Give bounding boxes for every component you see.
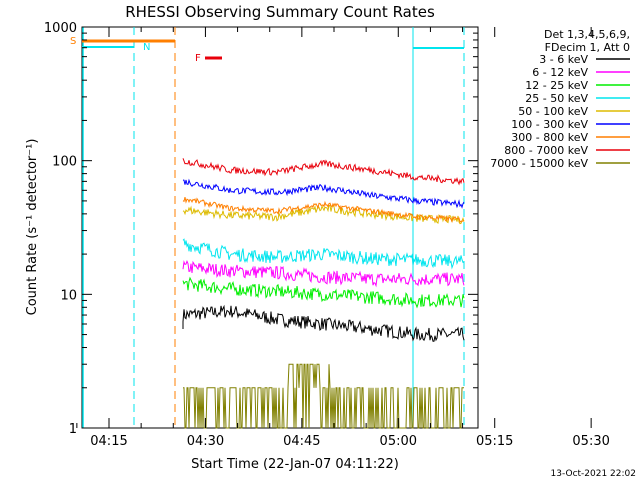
- legend-header: Det 1,3,4,5,6,9,: [544, 28, 630, 41]
- x-tick-label: 05:30: [572, 434, 609, 449]
- series-line: [182, 276, 465, 309]
- series-line: [183, 363, 464, 429]
- legend-entry-label: 300 - 800 keV: [511, 131, 588, 144]
- flag-label: N: [143, 42, 150, 53]
- x-tick-label: 04:15: [90, 434, 127, 449]
- legend-header: FDecim 1, Att 0: [545, 41, 630, 54]
- series-line: [182, 196, 465, 223]
- legend-entry-label: 6 - 12 keV: [532, 66, 588, 79]
- y-tick-label: 10: [60, 288, 77, 303]
- y-tick-label: 1: [69, 422, 77, 437]
- x-tick-label: 05:00: [380, 434, 417, 449]
- flag-label: F: [195, 53, 201, 64]
- y-tick-label: 1000: [44, 21, 77, 36]
- timestamp: 13-Oct-2021 22:02: [551, 469, 636, 479]
- series-line: [182, 158, 465, 186]
- legend-entry-label: 12 - 25 keV: [525, 79, 588, 92]
- x-tick-label: 04:45: [283, 434, 320, 449]
- legend-entry-label: 7000 - 15000 keV: [490, 157, 588, 170]
- plot-frame: [81, 26, 479, 429]
- flag-label: S: [70, 36, 76, 47]
- series-line: [182, 259, 465, 288]
- x-tick-label: 04:30: [187, 434, 224, 449]
- legend-entry-label: 800 - 7000 keV: [504, 144, 588, 157]
- plot-area: S N F: [70, 26, 479, 429]
- chart-title: RHESSI Observing Summary Count Rates: [125, 3, 435, 21]
- legend-entry-label: 100 - 300 keV: [511, 118, 588, 131]
- series-line: [182, 304, 465, 342]
- legend-entry-label: 3 - 6 keV: [539, 53, 588, 66]
- y-axis: 1 10 100 1000: [44, 21, 478, 437]
- legend-entry-label: 50 - 100 keV: [518, 105, 588, 118]
- x-axis-label: Start Time (22-Jan-07 04:11:22): [191, 457, 399, 472]
- x-tick-label: 05:15: [476, 434, 513, 449]
- y-axis-label: Count Rate (s⁻¹ detector⁻¹): [25, 139, 40, 316]
- series-line: [182, 204, 465, 225]
- series-line: [182, 178, 465, 209]
- series-line: [182, 238, 465, 270]
- legend: Det 1,3,4,5,6,9,FDecim 1, Att 03 - 6 keV…: [490, 28, 630, 170]
- y-tick-label: 100: [52, 155, 77, 170]
- legend-entry-label: 25 - 50 keV: [525, 92, 588, 105]
